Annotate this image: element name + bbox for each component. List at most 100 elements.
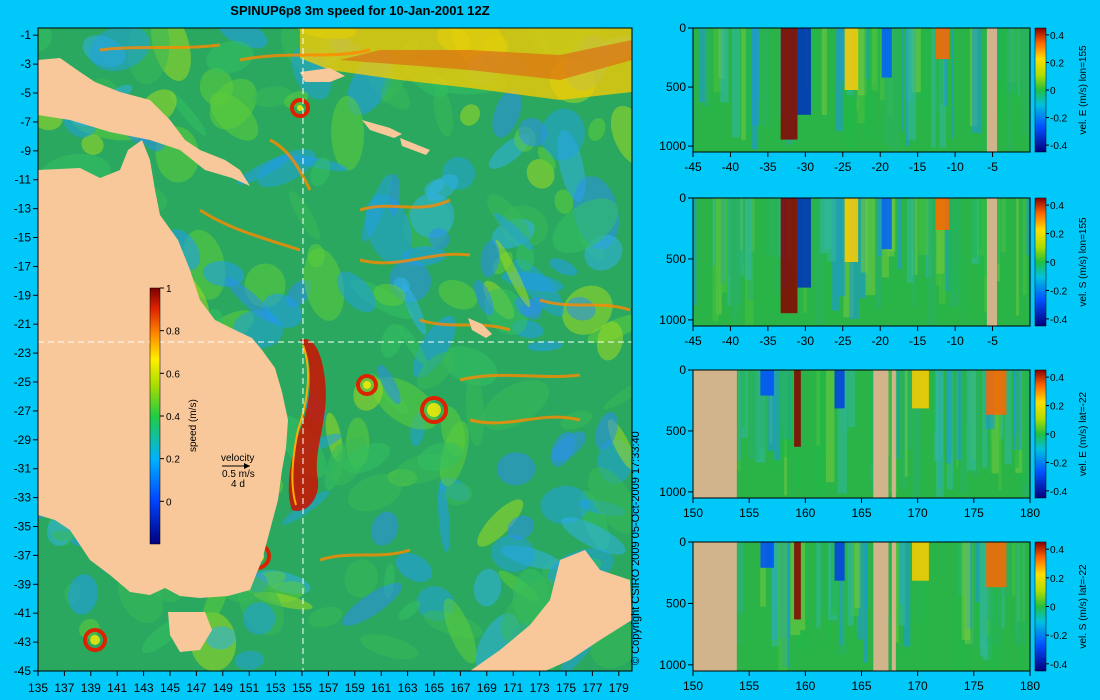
map-y-tick: -37 xyxy=(14,548,32,562)
map-y-tick: -11 xyxy=(15,173,32,187)
section-colorbar xyxy=(1034,27,1047,153)
tasmania-land xyxy=(168,612,212,652)
section-panel-2: -45 -40 -35 -30 -25 -20 -15 -10 -5 0 500 1000 0.4 0.2… xyxy=(659,191,1089,348)
section-y-tick: 500 xyxy=(666,252,686,266)
section-x-tick: -15 xyxy=(909,334,927,348)
chart-title: SPINUP6p8 3m speed for 10-Jan-2001 12Z xyxy=(230,3,490,18)
crosshair xyxy=(38,28,632,671)
section-x-tick: -30 xyxy=(797,334,815,348)
section-land xyxy=(986,28,997,152)
map-y-tick: -9 xyxy=(20,144,31,158)
map-x-tick: 137 xyxy=(54,681,74,695)
section-y-tick: 0 xyxy=(679,535,686,549)
map-y-tick: -21 xyxy=(14,317,32,331)
map-y-tick: -27 xyxy=(14,404,32,418)
section-colorbar-tick: 0 xyxy=(1050,430,1056,441)
new-guinea-land xyxy=(38,58,250,186)
section-x-tick: 160 xyxy=(795,679,815,693)
map-y-tick: -23 xyxy=(14,346,32,360)
section-colorbar-tick: -0.2 xyxy=(1050,286,1068,297)
section-colorbar-tick: 0 xyxy=(1050,603,1056,614)
section-panel-1: -45 -40 -35 -30 -25 -20 -15 -10 -5 0 500 1000 0.4 0.2… xyxy=(659,21,1089,174)
section-x-tick: -30 xyxy=(797,160,815,174)
section-colorbar xyxy=(1034,369,1047,499)
copyright-note: © Copyright CSIRO 2009 05-Oct-2009 17:33… xyxy=(630,431,642,665)
colorbar-tick: 0.4 xyxy=(166,412,180,423)
section-x-tick: -5 xyxy=(987,160,998,174)
section-x-tick: -10 xyxy=(946,160,964,174)
colorbar-label: speed (m/s) xyxy=(188,399,199,452)
map-y-tick: -19 xyxy=(14,288,32,302)
map-x-tick: 161 xyxy=(371,681,391,695)
map-y-tick: -43 xyxy=(14,635,32,649)
section-x-tick: 150 xyxy=(683,506,703,520)
section-land xyxy=(891,542,896,671)
section-colorbar xyxy=(1034,197,1047,327)
map-axes: 135 137 139 141 143 145 147 149 151 153 155 157 159 1… xyxy=(14,28,629,695)
section-x-tick: 155 xyxy=(739,506,759,520)
map-x-tick: 165 xyxy=(424,681,444,695)
section-x-tick: -35 xyxy=(759,160,777,174)
section-x-tick: 175 xyxy=(964,679,984,693)
section-y-tick: 1000 xyxy=(659,658,686,672)
section-land xyxy=(986,198,997,326)
section-x-tick: -45 xyxy=(684,160,702,174)
new-britain-land xyxy=(300,68,345,82)
section-colorbar-tick: -0.4 xyxy=(1050,141,1068,152)
section-ylabel: vel. E (m/s) lon=155 xyxy=(1078,45,1089,135)
map-x-tick: 157 xyxy=(318,681,338,695)
map-x-tick: 167 xyxy=(450,681,470,695)
section-colorbar-tick: 0 xyxy=(1050,258,1056,269)
section-x-tick: 165 xyxy=(851,506,871,520)
section-x-tick: 160 xyxy=(795,506,815,520)
map-y-tick: -5 xyxy=(20,86,31,100)
map-x-tick: 175 xyxy=(556,681,576,695)
map-x-tick: 139 xyxy=(81,681,101,695)
section-ylabel: vel. S (m/s) lon=155 xyxy=(1078,217,1089,307)
section-colorbar-tick: -0.4 xyxy=(1050,660,1068,671)
section-colorbar-tick: -0.2 xyxy=(1050,458,1068,469)
section-x-tick: 180 xyxy=(1020,506,1040,520)
map-y-tick: -25 xyxy=(14,375,32,389)
section-colorbar-tick: 0.4 xyxy=(1050,545,1064,556)
section-x-tick: 170 xyxy=(908,679,928,693)
section-y-tick: 500 xyxy=(666,80,686,94)
section-land xyxy=(873,542,889,671)
map-y-tick: -1 xyxy=(20,28,31,42)
section-colorbar-tick: 0 xyxy=(1050,86,1056,97)
section-land xyxy=(891,370,896,498)
section-y-tick: 1000 xyxy=(659,485,686,499)
section-colorbar-tick: 0.4 xyxy=(1050,373,1064,384)
map-x-tick: 159 xyxy=(345,681,365,695)
section-colorbar-tick: 0.2 xyxy=(1050,402,1064,413)
section-y-tick: 0 xyxy=(679,191,686,205)
colorbar-tick: 0.8 xyxy=(166,327,180,338)
map-y-tick: -13 xyxy=(14,202,32,216)
new-caledonia-land xyxy=(468,318,492,338)
section-x-tick: -25 xyxy=(834,160,852,174)
section-panel-4: 150 155 160 165 170 175 180 0 500 1000 0.4 0.2 0 -0.2… xyxy=(659,535,1089,693)
section-y-tick: 500 xyxy=(666,596,686,610)
section-colorbar xyxy=(1034,541,1047,672)
map-x-tick: 171 xyxy=(503,681,523,695)
section-land xyxy=(693,542,737,671)
section-x-tick: 165 xyxy=(851,679,871,693)
section-x-tick: -10 xyxy=(946,334,964,348)
section-colorbar-tick: -0.2 xyxy=(1050,114,1068,125)
map-y-tick: -45 xyxy=(14,664,32,678)
map-panel: 135 137 139 141 143 145 147 149 151 153 155 157 159 1… xyxy=(14,27,633,695)
section-y-tick: 1000 xyxy=(659,139,686,153)
section-x-tick: 150 xyxy=(683,679,703,693)
section-colorbar-tick: -0.4 xyxy=(1050,315,1068,326)
section-colorbar-tick: 0.2 xyxy=(1050,230,1064,241)
section-x-tick: -45 xyxy=(684,334,702,348)
map-y-tick: -17 xyxy=(14,259,32,273)
section-colorbar-tick: -0.2 xyxy=(1050,631,1068,642)
map-y-tick: -35 xyxy=(14,520,32,534)
map-x-tick: 173 xyxy=(530,681,550,695)
section-x-tick: 175 xyxy=(964,506,984,520)
section-y-tick: 0 xyxy=(679,21,686,35)
map-y-tick: -41 xyxy=(14,606,32,620)
section-colorbar-tick: 0.2 xyxy=(1050,574,1064,585)
section-x-tick: -25 xyxy=(834,334,852,348)
